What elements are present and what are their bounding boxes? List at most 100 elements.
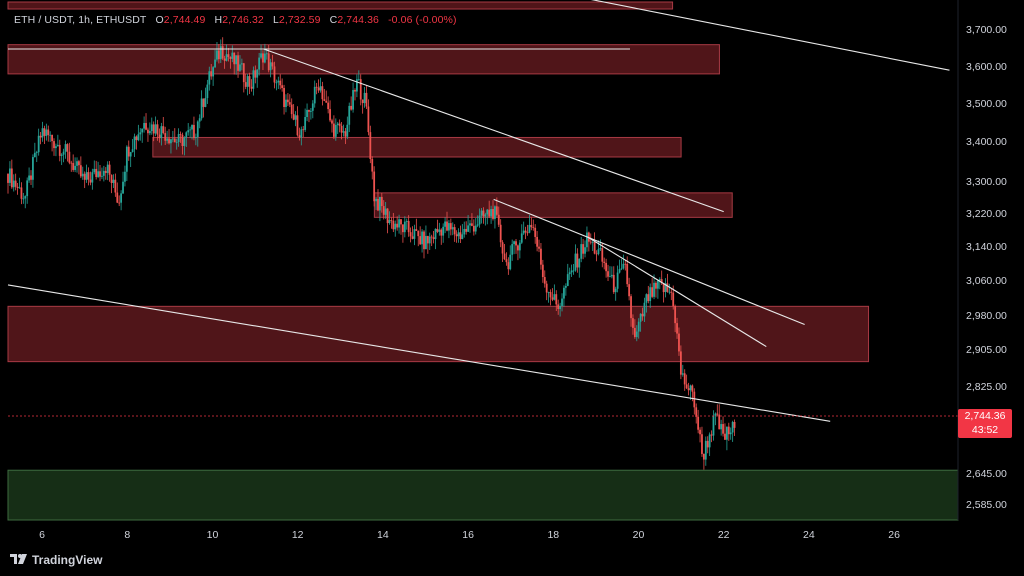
candle-body — [53, 141, 55, 149]
candle — [402, 224, 404, 243]
zone-red-2[interactable] — [152, 136, 682, 158]
y-tick-label: 3,300.00 — [966, 175, 1007, 188]
candle-body — [482, 210, 485, 217]
candle — [187, 123, 190, 136]
candle-body — [332, 123, 335, 137]
trendline-1[interactable] — [263, 48, 724, 213]
candle — [509, 245, 512, 271]
candle — [405, 218, 408, 230]
candle — [219, 39, 222, 63]
candle — [189, 126, 192, 138]
candle-body — [72, 163, 75, 170]
candle — [478, 208, 481, 228]
candle — [522, 221, 525, 235]
candle-body — [448, 223, 450, 231]
candle — [173, 128, 176, 143]
trendline-5[interactable] — [481, 0, 950, 71]
candle-body — [549, 292, 552, 298]
candle — [440, 228, 443, 245]
candle-body — [240, 63, 243, 65]
candle — [175, 138, 178, 150]
y-tick-label: 3,140.00 — [966, 241, 1007, 254]
candle-body — [164, 133, 167, 141]
candle-body — [534, 227, 537, 237]
candle — [382, 200, 385, 220]
candle — [398, 214, 400, 234]
candle-body — [97, 171, 100, 177]
candle — [681, 364, 684, 377]
candle — [701, 426, 703, 457]
candle — [166, 130, 169, 144]
candle — [480, 207, 483, 224]
candle-body — [309, 110, 312, 112]
candle-body — [286, 99, 289, 103]
high-label: H — [214, 14, 223, 26]
candle-body — [566, 274, 569, 286]
candle — [411, 226, 414, 240]
candle — [653, 274, 655, 300]
candle-body — [641, 313, 644, 317]
candle — [549, 289, 552, 306]
candle-body — [574, 253, 577, 271]
symbol-label[interactable]: ETH / USDT, 1h, ETHUSDT — [14, 14, 147, 26]
candle-body — [267, 53, 270, 71]
candle-body — [434, 228, 437, 240]
candle — [664, 278, 667, 298]
candle-body — [630, 296, 632, 319]
candle — [216, 41, 218, 62]
x-tick-label: 10 — [206, 529, 219, 541]
candle-body — [593, 242, 596, 254]
candle-body — [9, 168, 11, 183]
candle — [367, 99, 370, 136]
zone-green-5[interactable] — [7, 469, 959, 521]
candle-body — [281, 85, 284, 88]
zone-red-0[interactable] — [7, 1, 674, 10]
candle-body — [60, 154, 63, 156]
candle-body — [517, 245, 519, 251]
candle-body — [93, 168, 96, 173]
tradingview-brand[interactable]: TradingView — [10, 553, 102, 567]
candle — [39, 131, 42, 145]
candle-body — [302, 129, 305, 131]
candle-body — [137, 134, 140, 141]
candle-body — [411, 236, 414, 239]
zone-red-3[interactable] — [373, 192, 733, 218]
candle-body — [49, 134, 52, 136]
candle — [72, 154, 75, 172]
candle-body — [670, 291, 673, 293]
candle-body — [263, 53, 266, 63]
candle-body — [423, 231, 425, 250]
candle — [292, 104, 295, 121]
candle-body — [582, 244, 585, 254]
candle-body — [509, 254, 512, 270]
candle — [453, 224, 456, 242]
candle-body — [494, 206, 496, 219]
candle — [674, 304, 677, 333]
candle-body — [200, 98, 203, 119]
candle — [714, 412, 717, 426]
candle-body — [526, 232, 529, 234]
trendline-2[interactable] — [7, 284, 831, 422]
candle-body — [394, 223, 397, 230]
candle-body — [633, 327, 636, 338]
candle — [543, 270, 546, 288]
candle-body — [400, 219, 402, 225]
candle — [371, 156, 374, 180]
candle-body — [474, 225, 477, 232]
candle — [415, 218, 418, 231]
candle-body — [572, 270, 575, 272]
candle-body — [33, 152, 36, 158]
trendline-4[interactable] — [587, 236, 767, 348]
candle — [706, 436, 709, 454]
candle-body — [14, 180, 17, 187]
candle-body — [7, 173, 9, 183]
trendline-3[interactable] — [493, 198, 805, 326]
candle-body — [24, 196, 27, 199]
candle — [122, 171, 124, 195]
candle-body — [386, 208, 389, 224]
candle-body — [363, 92, 366, 104]
candle-body — [446, 221, 448, 231]
zone-red-4[interactable] — [7, 305, 870, 363]
